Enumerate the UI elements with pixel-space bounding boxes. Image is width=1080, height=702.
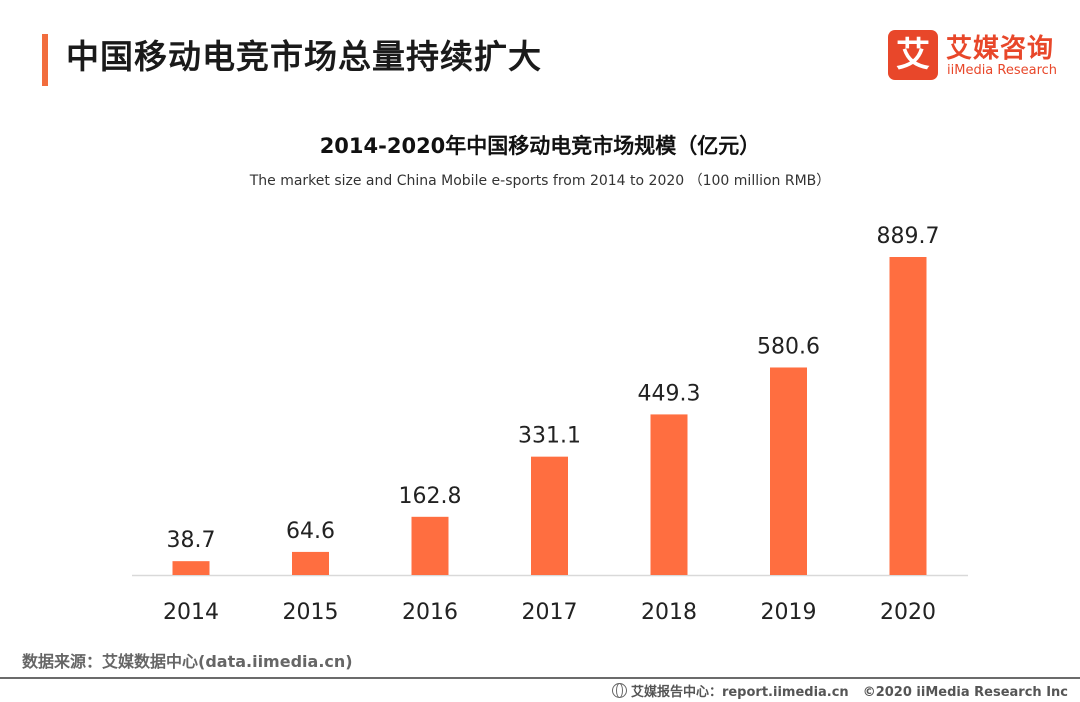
data-label-2015: 64.6 (286, 519, 335, 544)
copyright: ©2020 iiMedia Research Inc (862, 685, 1068, 700)
bar-2015 (292, 551, 329, 575)
footer: 艾媒报告中心：report.iimedia.cn ©2020 iiMedia Re… (611, 681, 1068, 700)
data-label-2019: 580.6 (757, 334, 820, 359)
x-tick-label-2019: 2019 (761, 600, 817, 625)
data-source: 数据来源：艾媒数据中心(data.iimedia.cn) (22, 652, 353, 671)
logo-mark-icon: 艾 (888, 30, 938, 80)
brand-logo: 艾 艾媒咨询 iiMedia Research (888, 28, 1064, 84)
x-tick-label-2015: 2015 (283, 600, 339, 625)
bar-2016 (411, 516, 449, 575)
logo-text-cn: 艾媒咨询 (946, 34, 1055, 64)
logo-text-en: iiMedia Research (947, 63, 1058, 78)
data-label-2017: 331.1 (518, 424, 581, 449)
x-tick-label-2016: 2016 (402, 600, 458, 625)
bar-2014 (172, 561, 210, 575)
report-center-link[interactable]: 艾媒报告中心：report.iimedia.cn (630, 685, 849, 700)
x-tick-label-2018: 2018 (641, 600, 697, 625)
x-tick-label-2014: 2014 (163, 600, 219, 625)
data-label-2016: 162.8 (399, 484, 462, 509)
x-tick-label-2020: 2020 (880, 600, 936, 625)
data-label-2014: 38.7 (167, 528, 216, 553)
page-title: 中国移动电竞市场总量持续扩大 (66, 37, 542, 76)
chart-subtitle: The market size and China Mobile e-sport… (249, 173, 831, 189)
data-label-2018: 449.3 (638, 381, 701, 406)
globe-icon (611, 683, 627, 698)
data-label-2020: 889.7 (877, 224, 940, 249)
title-accent-bar (42, 34, 48, 86)
bar-2019 (770, 367, 807, 575)
chart-title: 2014-2020年中国移动电竞市场规模（亿元） (319, 134, 761, 158)
bar-2017 (531, 456, 568, 575)
bar-2018 (650, 414, 688, 575)
footer-divider (0, 677, 1080, 679)
x-tick-label-2017: 2017 (522, 600, 578, 625)
bar-2020 (889, 257, 927, 575)
